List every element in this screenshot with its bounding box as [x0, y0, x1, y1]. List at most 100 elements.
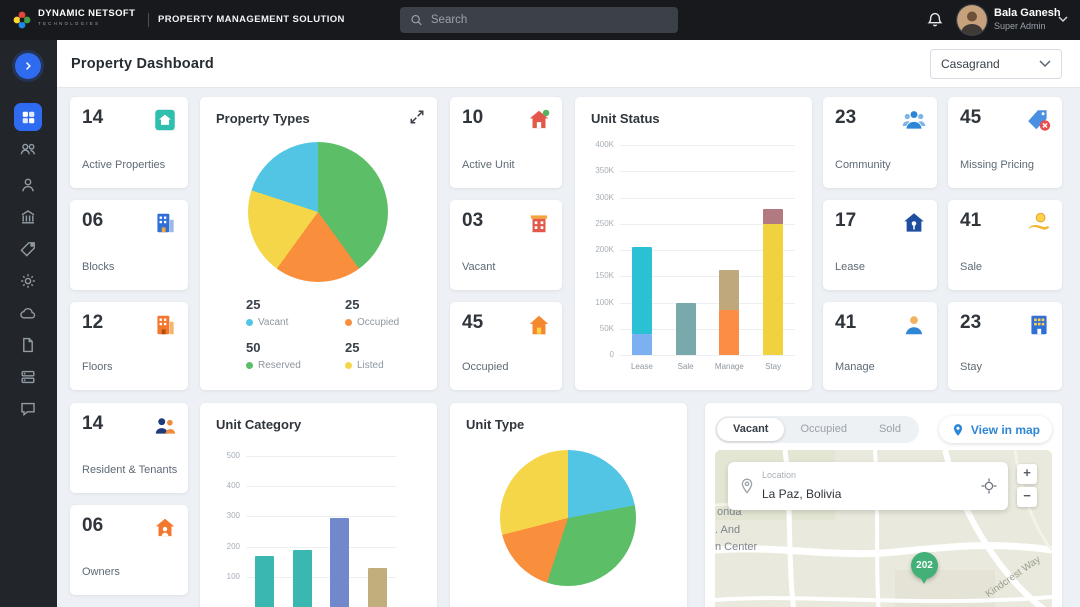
tag-icon [20, 242, 35, 257]
tab-vacant[interactable]: Vacant [717, 418, 785, 441]
sidebar-item-chat[interactable] [19, 400, 37, 418]
zoom-in-button[interactable]: + [1017, 464, 1037, 484]
stat-card-missing-pricing: 45 Missing Pricing [948, 97, 1062, 188]
tab-sold[interactable]: Sold [878, 423, 901, 435]
gear-icon [21, 274, 35, 288]
page-title: Property Dashboard [71, 56, 214, 72]
stat-card-occupied: 45 Occupied [450, 302, 562, 390]
view-in-map-button[interactable]: View in map [938, 416, 1052, 443]
legend-item-occupied: 25 Occupied [345, 297, 400, 328]
house-occupied-icon [526, 312, 552, 338]
brand-subtitle: TECHNOLOGIES [38, 21, 101, 26]
map-marker-202[interactable]: 202 [911, 552, 938, 584]
stat-value: 14 [82, 413, 104, 434]
sidebar-collapse-button[interactable] [15, 53, 41, 79]
user-name: Bala Ganesh [994, 7, 1061, 19]
building-vacant-icon [526, 210, 552, 236]
stat-value: 45 [462, 312, 484, 333]
sidebar-item-reports[interactable] [19, 336, 37, 354]
tag-missing-icon [1026, 107, 1052, 133]
stat-card-vacant: 03 Vacant [450, 200, 562, 290]
legend-dot [345, 362, 352, 369]
stat-value: 10 [462, 107, 484, 128]
global-search[interactable] [400, 7, 678, 33]
stat-value: 14 [82, 107, 104, 128]
stat-card-active-unit: 10 Active Unit [450, 97, 562, 188]
stat-card-residents: 14 Resident & Tenants [70, 403, 188, 493]
people-group-icon [901, 107, 927, 133]
sidebar-item-properties[interactable] [19, 208, 37, 226]
search-input[interactable] [430, 14, 668, 26]
topbar: DYNAMIC NETSOFT TECHNOLOGIES PROPERTY MA… [0, 0, 1080, 40]
stat-label: Lease [835, 260, 865, 273]
stat-label: Resident & Tenants [82, 463, 178, 476]
stat-label: Manage [835, 360, 875, 373]
stat-label: Floors [82, 360, 113, 373]
stat-card-owners: 06 Owners [70, 505, 188, 595]
map-label: . And [715, 524, 741, 536]
sidebar-item-cloud[interactable] [19, 304, 37, 322]
sidebar-item-tenants[interactable] [19, 140, 37, 158]
tenants-icon [20, 143, 36, 155]
stat-label: Vacant [462, 260, 496, 273]
property-selector-dropdown[interactable]: Casagrand [930, 49, 1062, 79]
notifications-bell-icon[interactable] [926, 11, 944, 29]
stat-label: Owners [82, 565, 120, 578]
location-field-value[interactable]: La Paz, Bolivia [762, 487, 842, 501]
map-pin-icon [953, 423, 962, 436]
brand-block: DYNAMIC NETSOFT TECHNOLOGIES [38, 8, 135, 26]
property-selector-value: Casagrand [941, 57, 1000, 71]
page-header: Property Dashboard Casagrand [57, 40, 1080, 88]
properties-icon [21, 210, 35, 224]
house-lease-icon [901, 210, 927, 236]
user-role: Super Admin [994, 21, 1046, 31]
sidebar-item-dashboard[interactable] [14, 103, 42, 131]
building-blue-icon [152, 210, 178, 236]
chevron-right-icon [25, 62, 31, 70]
map[interactable]: onda . And n Center Kindcrest Way 202 Lo… [715, 450, 1052, 607]
unit-category-card: Unit Category 500 400 300 200 100 [200, 403, 437, 607]
people-pair-icon [152, 413, 178, 439]
sidebar-item-assets[interactable] [19, 368, 37, 386]
stat-value: 41 [835, 312, 857, 333]
legend-dot [345, 319, 352, 326]
sidebar [0, 40, 57, 607]
stat-value: 23 [835, 107, 857, 128]
stat-value: 06 [82, 515, 104, 536]
location-pin-icon [741, 478, 753, 494]
stat-value: 12 [82, 312, 104, 333]
dashboard-main: 14 Active Properties 06 Blocks 12 Floors… [57, 88, 1080, 607]
chevron-down-icon[interactable] [1058, 16, 1068, 23]
expand-icon[interactable] [409, 109, 425, 125]
crosshair-icon[interactable] [980, 477, 998, 495]
legend-dot [246, 362, 253, 369]
map-status-tabs: Vacant Occupied Sold [715, 416, 919, 443]
zoom-out-button[interactable]: − [1017, 487, 1037, 507]
tab-occupied[interactable]: Occupied [800, 423, 847, 435]
brand-divider [148, 13, 149, 27]
legend-item-reserved: 50 Reserved [246, 340, 301, 371]
stat-label: Occupied [462, 360, 509, 373]
stat-label: Active Properties [82, 158, 166, 171]
sidebar-item-pricing[interactable] [19, 240, 37, 258]
unit-category-chart: 500 400 300 200 100 [227, 452, 396, 607]
stat-label: Active Unit [462, 158, 515, 171]
house-active-icon [526, 107, 552, 133]
map-location-search[interactable]: Location La Paz, Bolivia [728, 462, 1008, 510]
assets-icon [21, 370, 35, 384]
sidebar-item-settings[interactable] [19, 272, 37, 290]
user-avatar[interactable] [957, 5, 987, 35]
user-menu[interactable]: Bala Ganesh Super Admin [994, 7, 1061, 31]
stat-label: Blocks [82, 260, 115, 273]
map-panel: Vacant Occupied Sold View in map [705, 403, 1062, 607]
brand-logo-icon [13, 11, 31, 29]
stat-card-stay: 23 Stay [948, 302, 1062, 390]
building-stay-icon [1026, 312, 1052, 338]
stat-card-floors: 12 Floors [70, 302, 188, 390]
stat-value: 17 [835, 210, 857, 231]
stat-value: 23 [960, 312, 982, 333]
stat-value: 41 [960, 210, 982, 231]
sidebar-item-contacts[interactable] [19, 176, 37, 194]
property-types-card: Property Types 25 Vacant 25 Occupied 50 … [200, 97, 437, 390]
stat-label: Stay [960, 360, 983, 373]
